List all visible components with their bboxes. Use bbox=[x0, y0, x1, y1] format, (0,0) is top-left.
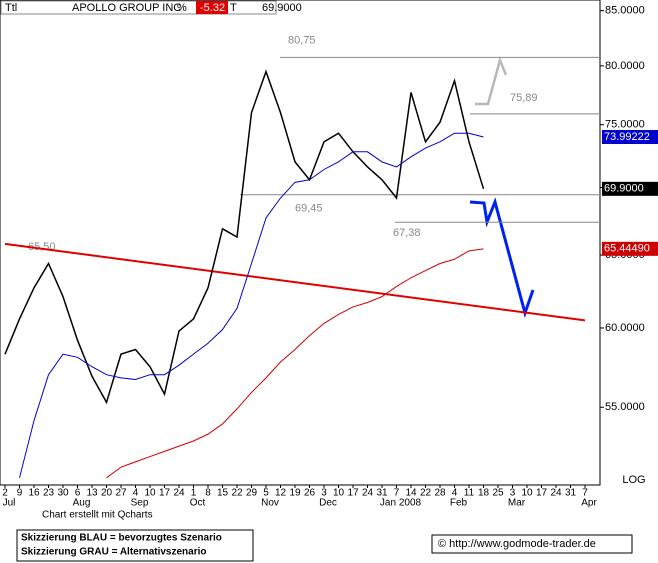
level-label: 67,38 bbox=[393, 227, 421, 239]
header-change: -5.32 bbox=[200, 2, 225, 14]
month-label: Dec bbox=[319, 498, 337, 509]
month-label: Nov bbox=[261, 498, 279, 509]
x-tick-label: 26 bbox=[304, 488, 316, 499]
x-tick-label: 3 bbox=[510, 488, 516, 499]
x-tick-label: 10 bbox=[144, 488, 156, 499]
last-value-tag bbox=[602, 241, 658, 256]
x-tick-label: 7 bbox=[394, 488, 400, 499]
series-line bbox=[4, 69, 485, 405]
x-tick-label: 2 bbox=[2, 488, 8, 499]
x-tick-label: 11 bbox=[464, 488, 475, 499]
series-line bbox=[19, 132, 484, 478]
x-tick-label: 9 bbox=[17, 488, 23, 499]
month-label: Aug bbox=[73, 498, 91, 509]
y-tick-label: 80.0000 bbox=[605, 60, 645, 72]
last-value-label: 65.44490 bbox=[604, 243, 650, 255]
x-tick-label: 19 bbox=[289, 488, 301, 499]
x-tick-label: 31 bbox=[565, 488, 577, 499]
x-tick-label: 7 bbox=[582, 488, 588, 499]
x-tick-label: 5 bbox=[263, 488, 269, 499]
x-tick-label: 8 bbox=[205, 488, 211, 499]
last-value-label: 69.9000 bbox=[604, 183, 644, 195]
series-line bbox=[106, 248, 484, 479]
header-last: 69.9000 bbox=[262, 2, 302, 14]
month-label: Apr bbox=[581, 498, 597, 509]
y-tick-label: 60.0000 bbox=[605, 322, 645, 334]
credit: Chart erstellt mit Qcharts bbox=[42, 510, 153, 521]
x-tick-label: 28 bbox=[434, 488, 446, 499]
last-value-tag bbox=[602, 130, 658, 145]
x-tick-label: 4 bbox=[452, 488, 458, 499]
x-tick-label: 22 bbox=[231, 488, 243, 499]
log-label: LOG bbox=[622, 474, 645, 486]
x-tick-label: 15 bbox=[217, 488, 229, 499]
y-tick-label: 75.0000 bbox=[605, 119, 645, 131]
x-tick-label: 20 bbox=[101, 488, 113, 499]
month-label: Mar bbox=[508, 498, 526, 509]
x-tick-label: 24 bbox=[362, 488, 374, 499]
header-code: Ttl bbox=[5, 2, 17, 14]
copyright: © http://www.godmode-trader.de bbox=[438, 538, 596, 550]
x-tick-label: 31 bbox=[376, 488, 388, 499]
x-tick-label: 17 bbox=[536, 488, 548, 499]
legend-line: Skizzierung BLAU = bevorzugtes Szenario bbox=[21, 533, 222, 544]
level-label: 80,75 bbox=[288, 34, 316, 46]
blue-scenario bbox=[469, 197, 535, 319]
x-tick-label: 4 bbox=[133, 488, 139, 499]
month-label: Sep bbox=[131, 498, 149, 509]
last-value-tag bbox=[602, 181, 658, 196]
x-tick-label: 12 bbox=[275, 488, 287, 499]
x-tick-label: 10 bbox=[333, 488, 345, 499]
x-tick-label: 23 bbox=[43, 488, 55, 499]
y-tick-label: 55.0000 bbox=[605, 401, 645, 413]
x-tick-label: 13 bbox=[86, 488, 98, 499]
x-tick-label: 3 bbox=[321, 488, 327, 499]
month-label: Feb bbox=[450, 498, 468, 509]
x-tick-label: 24 bbox=[550, 488, 562, 499]
level-label: 69,45 bbox=[295, 203, 323, 215]
change-bg bbox=[196, 1, 228, 14]
x-tick-label: 30 bbox=[57, 488, 69, 499]
month-label: Oct bbox=[190, 498, 206, 509]
x-tick-label: 24 bbox=[173, 488, 185, 499]
month-label: Jan 2008 bbox=[380, 498, 422, 509]
x-tick-label: 16 bbox=[28, 488, 40, 499]
x-tick-label: 6 bbox=[75, 488, 81, 499]
x-tick-label: 1 bbox=[191, 488, 197, 499]
gray-scenario bbox=[475, 56, 508, 106]
trendline bbox=[4, 242, 586, 322]
x-tick-label: 29 bbox=[246, 488, 258, 499]
level-label: 75,89 bbox=[510, 92, 538, 104]
x-tick-label: 18 bbox=[478, 488, 490, 499]
x-tick-label: 10 bbox=[521, 488, 533, 499]
plot-frame bbox=[0, 0, 601, 486]
copyright-box bbox=[431, 534, 633, 554]
x-tick-label: 25 bbox=[492, 488, 504, 499]
header-t: T bbox=[230, 2, 237, 14]
legend-line: Skizzierung GRAU = Alternativszenario bbox=[21, 547, 207, 558]
header-name: APOLLO GROUP INC bbox=[72, 2, 181, 14]
x-tick-label: 27 bbox=[115, 488, 127, 499]
x-tick-label: 17 bbox=[159, 488, 171, 499]
header-pct: % bbox=[177, 2, 187, 14]
x-tick-label: 17 bbox=[347, 488, 359, 499]
last-value-label: 73.99222 bbox=[604, 131, 650, 143]
x-tick-label: 22 bbox=[420, 488, 432, 499]
month-label: Jul bbox=[3, 498, 16, 509]
legend-box bbox=[16, 529, 254, 562]
x-tick-label: 14 bbox=[405, 488, 417, 499]
y-tick-label: 85.0000 bbox=[605, 5, 645, 17]
